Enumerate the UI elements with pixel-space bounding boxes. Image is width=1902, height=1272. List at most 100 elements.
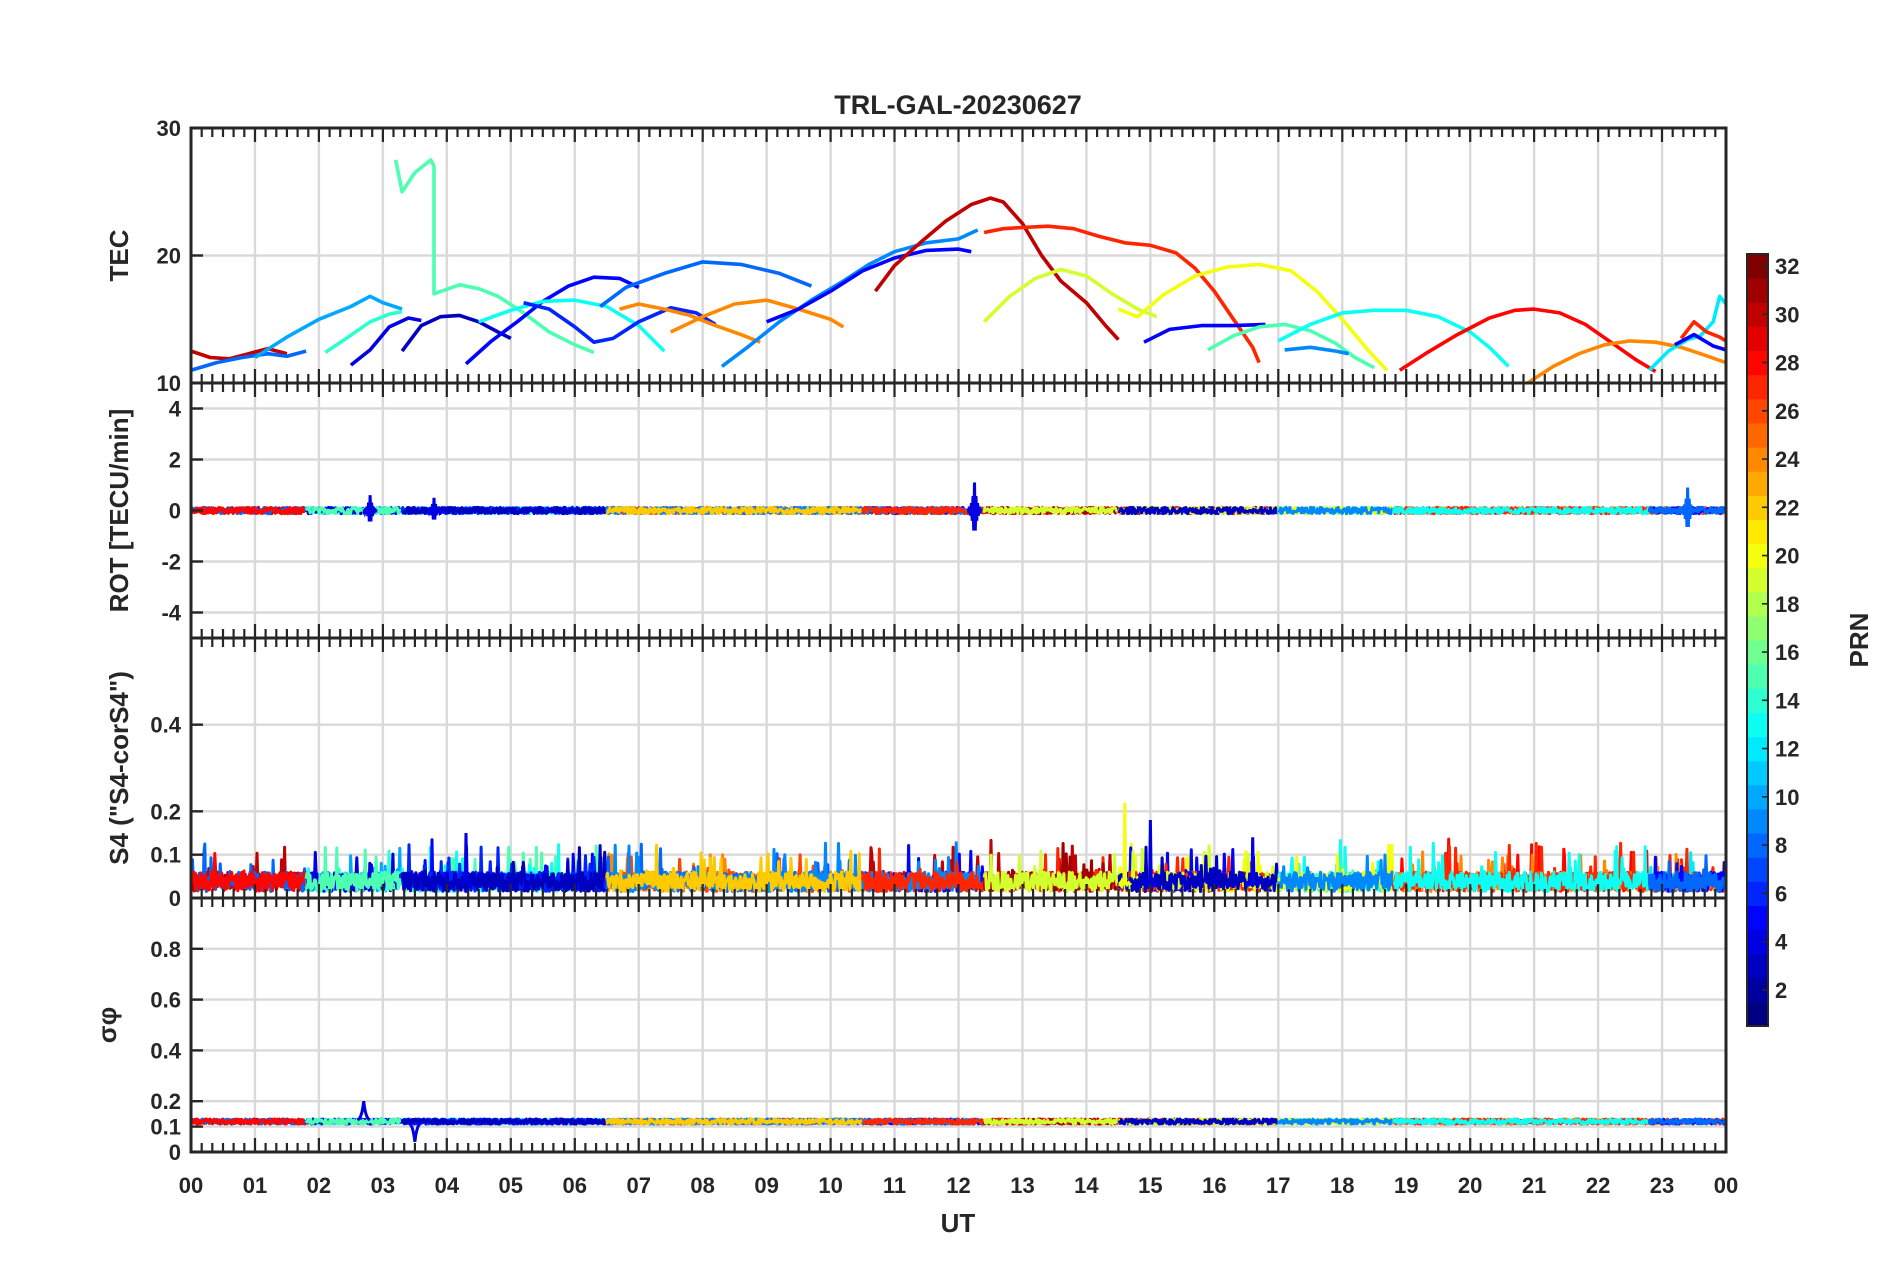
y-tick-label: 0.1 [150,843,181,868]
s4-series-prn-27 [861,847,986,893]
x-tick-label: 09 [754,1173,778,1198]
s4-series-prn-8 [1647,854,1726,893]
x-tick-label: 15 [1138,1173,1162,1198]
y-tick-label: 4 [169,397,182,422]
colorbar-tick-label: 18 [1775,592,1799,617]
colorbar-tick-label: 16 [1775,640,1799,665]
rot-spike [362,495,378,522]
y-axis-label-s4: S4 ("S4-corS4") [104,671,134,865]
tec-series-prn-5 [1673,332,1726,352]
x-tick-label: 20 [1458,1173,1482,1198]
x-tick-label: 10 [818,1173,842,1198]
colorbar-segment [1747,881,1768,906]
tec-series-prn-30 [873,196,1120,341]
sigma-series-prn-15 [304,1117,403,1126]
colorbar-segment [1747,567,1768,593]
colorbar-segment [1747,615,1768,641]
x-tick-label: 03 [371,1173,395,1198]
y-tick-label: 0.2 [150,799,181,824]
y-tick-label: 0.4 [150,1038,181,1063]
x-tick-label: 12 [946,1173,970,1198]
tec-series-prn-19 [982,267,1158,324]
y-tick-label: 30 [157,116,181,141]
rot-series-prn-3 [1117,505,1280,516]
colorbar-segment [1747,543,1768,569]
x-tick-label: 05 [499,1173,523,1198]
tec-series-prn-5 [765,247,972,324]
rot-series-prn-27 [861,505,986,516]
y-tick-label: 0.4 [150,713,181,738]
colorbar-tick-label: 30 [1775,302,1799,327]
tec-series-prn-20 [1117,262,1389,372]
x-tick-label: 00 [179,1173,203,1198]
tec-series-prn-15 [1207,322,1376,370]
rot-series-prn-9 [1276,505,1395,516]
colorbar-segment [1747,350,1768,376]
x-tick-label: 23 [1650,1173,1674,1198]
s4-spike [1143,819,1158,890]
s4-spike [1118,802,1133,890]
x-tick-label: 11 [883,1173,906,1198]
panel-tec: 10 20 30 TEC [104,116,1728,396]
y-tick-label: 0 [169,499,181,524]
rot-series-prn-13 [1391,505,1651,516]
tec-series-prn-6 [523,300,717,345]
rot-spike [426,497,442,520]
x-tick-label: 19 [1394,1173,1418,1198]
colorbar-tick-label: 14 [1775,688,1800,713]
s4-series-prn-28 [191,852,307,893]
colorbar-segment [1747,374,1768,400]
x-tick-label: 08 [690,1173,714,1198]
colorbar-tick-label: 20 [1775,544,1799,569]
y-tick-label: 10 [157,371,181,396]
panel-sigma: 00.10.2 0.4 0.6 0.8 σφ [92,896,1728,1165]
x-tick-label: 06 [563,1173,587,1198]
tec-series-prn-27 [983,224,1261,364]
colorbar-tick-label: 10 [1775,785,1799,810]
panel-rot: -4 -2 0 2 4 ROT [TECU/min] [104,381,1728,640]
y-tick-label: 0.6 [150,988,181,1013]
colorbar-segment [1747,471,1768,496]
colorbar-tick-label: 2 [1775,978,1787,1003]
sigma-series-prn-27 [861,1117,985,1126]
y-tick-label: 20 [157,244,181,269]
y-tick-label: 0.1 [150,1115,181,1140]
x-axis-ticks [189,898,1728,1152]
y-tick-label: -4 [161,601,181,626]
x-axis-ticks [189,638,1728,898]
panel-sigma-data [191,1100,1726,1143]
colorbar-segment [1747,929,1768,955]
sigma-series-prn-13 [1391,1117,1650,1126]
colorbar-segment [1747,664,1768,689]
x-tick-label: 21 [1522,1173,1546,1198]
sigma-series-prn-8 [1647,1117,1726,1126]
colorbar-tick-label: 26 [1775,399,1799,424]
s4-series-prn-13 [1392,841,1651,893]
rot-series-prn-28 [191,505,307,516]
panel-tec-data [191,158,1726,383]
colorbar-segment [1747,495,1768,520]
x-tick-label: 18 [1330,1173,1354,1198]
colorbar-segment [1747,519,1768,545]
colorbar-segment [1747,953,1768,979]
x-tick-label: 14 [1074,1173,1099,1198]
sigma-series-prn-22 [605,1117,864,1126]
colorbar-segment [1747,736,1768,762]
sigma-series-prn-3 [400,1117,608,1126]
colorbar-segment [1747,398,1768,424]
s4-series-prn-9 [1276,853,1394,893]
tec-series-prn-5 [1143,322,1266,344]
rot-series-prn-22 [605,505,864,516]
tec-series-prn-24 [1526,339,1726,383]
tec-series-prn-28 [1398,307,1657,374]
y-axis-label-rot: ROT [TECU/min] [104,409,134,613]
panel-s4: 0 0.1 0.2 0.4 S4 ("S4-corS4") [104,636,1728,911]
colorbar-segment [1747,784,1768,810]
colorbar-segment [1747,278,1768,303]
colorbar-tick-label: 12 [1775,737,1799,762]
tec-series-prn-3 [400,313,512,353]
colorbar-tick-label: 22 [1775,495,1799,520]
x-tick-label: 07 [626,1173,650,1198]
